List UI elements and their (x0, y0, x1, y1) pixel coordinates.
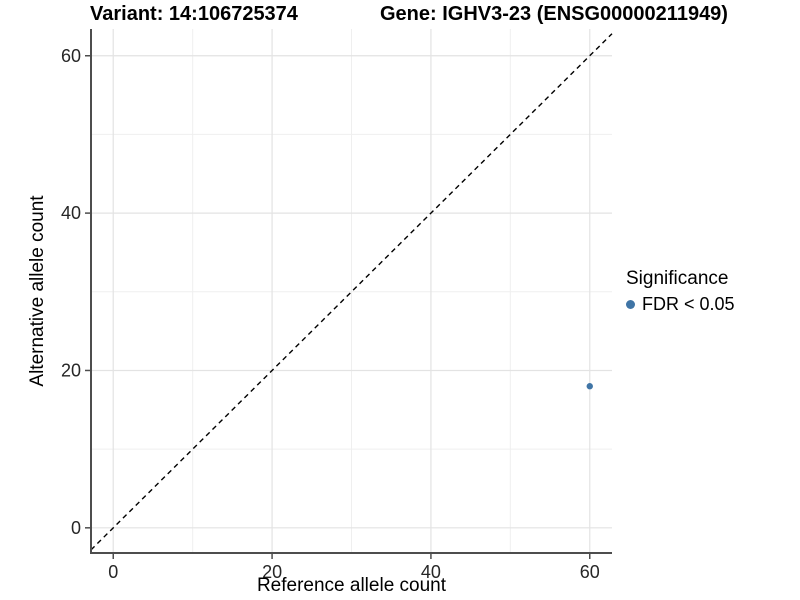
y-tick-label: 0 (71, 518, 81, 538)
plot-title-gene: Gene: IGHV3-23 (ENSG00000211949) (380, 3, 728, 25)
x-tick-label: 0 (108, 562, 118, 582)
plot-panel: 0 20 40 60 0 20 40 60 (61, 29, 613, 582)
x-tick-label: 60 (580, 562, 600, 582)
y-tick-label: 60 (61, 46, 81, 66)
y-axis-title: Alternative allele count (27, 195, 48, 387)
legend-title: Significance (626, 268, 729, 289)
y-tick-label: 40 (61, 203, 81, 223)
legend: Significance FDR < 0.05 (626, 268, 735, 315)
legend-entry-label: FDR < 0.05 (642, 294, 735, 314)
y-tick-label: 20 (61, 360, 81, 380)
legend-entry: FDR < 0.05 (626, 294, 735, 315)
plot-title-variant: Variant: 14:106725374 (90, 3, 298, 25)
scatter-chart: 0 20 40 60 0 20 40 60 (61, 29, 613, 582)
x-axis-title: Reference allele count (256, 575, 447, 596)
data-point (586, 383, 593, 390)
x-tick-label: 20 (262, 562, 282, 582)
x-tick-label: 40 (421, 562, 441, 582)
legend-point-icon (626, 300, 635, 309)
